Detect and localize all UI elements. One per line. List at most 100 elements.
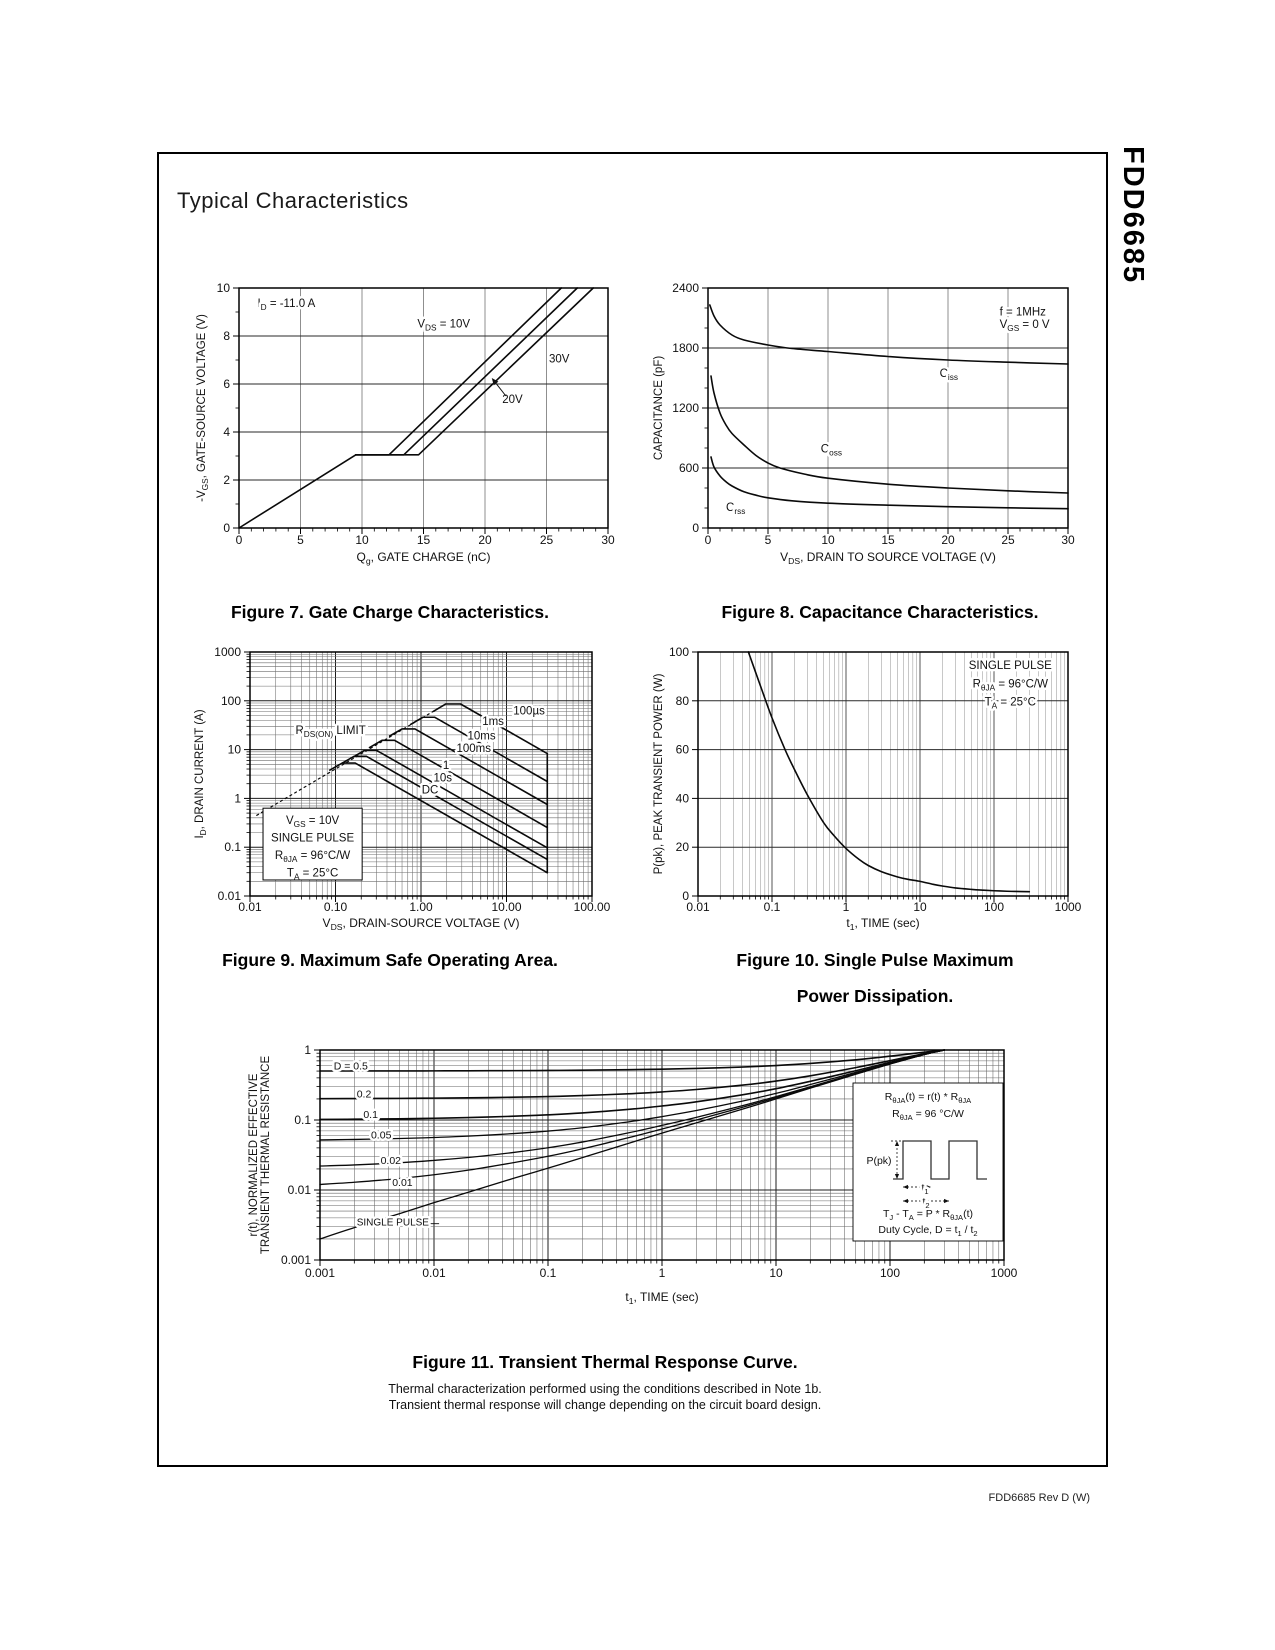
svg-text:VDS, DRAIN-SOURCE VOLTAGE (V): VDS, DRAIN-SOURCE VOLTAGE (V) — [323, 916, 520, 932]
svg-text:0.1: 0.1 — [540, 1266, 557, 1280]
svg-text:8: 8 — [223, 329, 230, 343]
power-dissipation-chart: SINGLE PULSE RθJA = 96°C/W TA = 25°C 0.01 0.… — [653, 645, 1082, 932]
svg-text:20: 20 — [941, 533, 955, 547]
svg-text:ID, DRAIN CURRENT (A): ID, DRAIN CURRENT (A) — [194, 709, 208, 838]
page-title: Typical Characteristics — [177, 188, 409, 213]
svg-text:VGS = 10V: VGS = 10V — [286, 815, 340, 829]
svg-text:100.00: 100.00 — [574, 900, 611, 914]
figure-11-caption: Figure 11. Transient Thermal Response Cu… — [412, 1352, 798, 1372]
svg-text:0.01: 0.01 — [686, 900, 710, 914]
svg-text:30V: 30V — [549, 353, 570, 365]
figure-7: ID = -11.0 A VDS = 10V 30V 20V 0 5 10 15 20 25 30 0… — [160, 270, 620, 623]
svg-text:DC: DC — [422, 785, 439, 797]
svg-text:80: 80 — [676, 694, 690, 708]
svg-text:20: 20 — [478, 533, 492, 547]
figure-8-caption: Figure 8. Capacitance Characteristics. — [721, 602, 1039, 622]
svg-text:0.05: 0.05 — [371, 1130, 392, 1142]
svg-text:VDS, DRAIN TO SOURCE VOLTAGE (: VDS, DRAIN TO SOURCE VOLTAGE (V) — [780, 550, 996, 566]
svg-text:RDS(ON) LIMIT: RDS(ON) LIMIT — [295, 725, 365, 739]
svg-text:f = 1MHz: f = 1MHz — [1000, 307, 1047, 319]
svg-text:1: 1 — [234, 791, 241, 805]
svg-text:100: 100 — [221, 694, 241, 708]
svg-text:600: 600 — [679, 461, 699, 475]
svg-text:100: 100 — [669, 645, 689, 659]
svg-text:15: 15 — [417, 533, 431, 547]
svg-text:100: 100 — [984, 900, 1004, 914]
svg-text:100: 100 — [880, 1266, 900, 1280]
svg-text:1000: 1000 — [214, 645, 241, 659]
svg-text:0.1: 0.1 — [294, 1113, 311, 1127]
svg-text:2: 2 — [223, 473, 230, 487]
svg-text:5: 5 — [297, 533, 304, 547]
figure-11-note-1: Thermal characterization performed using… — [388, 1382, 822, 1396]
svg-text:10: 10 — [217, 281, 231, 295]
svg-text:0.01: 0.01 — [218, 889, 242, 903]
svg-text:40: 40 — [676, 791, 690, 805]
svg-text:0: 0 — [682, 889, 689, 903]
figure-8: f = 1MHz VGS = 0 V Ciss Coss Crss 0 5 10 15 20 25 3… — [650, 270, 1110, 623]
svg-text:-VGS, GATE-SOURCE VOLTAGE (V): -VGS, GATE-SOURCE VOLTAGE (V) — [196, 314, 210, 502]
svg-text:10ms: 10ms — [468, 731, 496, 743]
svg-text:TRANSIENT THERMAL RESISTANCE: TRANSIENT THERMAL RESISTANCE — [260, 1056, 272, 1255]
svg-text:CAPACITANCE (pF): CAPACITANCE (pF) — [653, 356, 665, 461]
soa-chart: VGS = 10V SINGLE PULSE RθJA = 96°C/W TA = 2… — [194, 645, 611, 932]
svg-text:10: 10 — [228, 743, 242, 757]
svg-text:1000: 1000 — [1055, 900, 1082, 914]
figure-7-caption: Figure 7. Gate Charge Characteristics. — [230, 602, 550, 622]
svg-text:TA = 25°C: TA = 25°C — [985, 697, 1036, 711]
svg-text:Duty Cycle, D = t1 / t2: Duty Cycle, D = t1 / t2 — [878, 1224, 977, 1238]
svg-text:t1: t1 — [921, 1182, 928, 1196]
svg-text:SINGLE PULSE: SINGLE PULSE — [969, 660, 1052, 672]
svg-text:RθJA = 96°C/W: RθJA = 96°C/W — [275, 850, 351, 864]
svg-text:RθJA(t) = r(t) * RθJA: RθJA(t) = r(t) * RθJA — [885, 1091, 972, 1105]
svg-text:P(pk): P(pk) — [866, 1155, 891, 1167]
figure-10-caption: Figure 10. Single Pulse Maximum — [736, 950, 1014, 970]
svg-text:1800: 1800 — [672, 341, 699, 355]
svg-text:TJ - TA = P * RθJA(t): TJ - TA = P * RθJA(t) — [883, 1208, 973, 1222]
part-number-side-label: FDD6685 — [1117, 146, 1149, 285]
svg-text:0.02: 0.02 — [381, 1155, 402, 1167]
svg-text:10: 10 — [355, 533, 369, 547]
svg-text:10: 10 — [769, 1266, 783, 1280]
svg-text:20V: 20V — [502, 394, 523, 406]
svg-text:30: 30 — [1061, 533, 1075, 547]
figure-10-caption-line2: Power Dissipation. — [796, 986, 954, 1006]
svg-text:0: 0 — [223, 521, 230, 535]
svg-text:6: 6 — [223, 377, 230, 391]
svg-text:1.00: 1.00 — [409, 900, 433, 914]
svg-text:4: 4 — [223, 425, 230, 439]
gate-charge-chart: ID = -11.0 A VDS = 10V 30V 20V 0 5 10 15 20 25 30 0… — [196, 281, 615, 566]
svg-text:15: 15 — [881, 533, 895, 547]
svg-text:t1, TIME (sec): t1, TIME (sec) — [846, 916, 919, 932]
svg-text:1ms: 1ms — [482, 716, 504, 728]
svg-text:VDS = 10V: VDS = 10V — [417, 319, 470, 333]
svg-text:0.1: 0.1 — [224, 840, 241, 854]
svg-text:t2: t2 — [922, 1196, 929, 1210]
svg-text:100µs: 100µs — [513, 706, 545, 718]
svg-text:Ciss: Ciss — [940, 368, 958, 382]
svg-text:10.00: 10.00 — [491, 900, 521, 914]
svg-text:60: 60 — [676, 743, 690, 757]
figure-9: VGS = 10V SINGLE PULSE RθJA = 96°C/W TA = 2… — [165, 635, 615, 971]
svg-text:0.1: 0.1 — [764, 900, 781, 914]
svg-text:0.1: 0.1 — [363, 1109, 378, 1121]
page-footer: FDD6685 Rev D (W) — [988, 1492, 1090, 1504]
svg-text:RθJA = 96°C/W: RθJA = 96°C/W — [973, 678, 1049, 692]
svg-text:100ms: 100ms — [456, 743, 491, 755]
svg-text:0.01: 0.01 — [238, 900, 262, 914]
svg-text:P(pk), PEAK TRANSIENT POWER (W: P(pk), PEAK TRANSIENT POWER (W) — [653, 673, 665, 874]
figure-11: D = 0.5 0.2 0.1 0.05 0.02 0.01 SINGLE PULSE 0.0… — [165, 1020, 1045, 1414]
svg-text:1: 1 — [843, 900, 850, 914]
svg-text:0: 0 — [236, 533, 243, 547]
figure-9-caption: Figure 9. Maximum Safe Operating Area. — [222, 950, 558, 970]
svg-text:25: 25 — [540, 533, 554, 547]
svg-text:Qg, GATE CHARGE (nC): Qg, GATE CHARGE (nC) — [357, 550, 491, 566]
svg-text:0: 0 — [692, 521, 699, 535]
svg-text:t1, TIME (sec): t1, TIME (sec) — [625, 1290, 698, 1306]
svg-text:VGS = 0 V: VGS = 0 V — [1000, 319, 1050, 333]
svg-text:0.10: 0.10 — [324, 900, 348, 914]
svg-text:1: 1 — [443, 760, 449, 772]
svg-text:2400: 2400 — [672, 281, 699, 295]
svg-text:1: 1 — [659, 1266, 666, 1280]
svg-text:20: 20 — [676, 840, 690, 854]
